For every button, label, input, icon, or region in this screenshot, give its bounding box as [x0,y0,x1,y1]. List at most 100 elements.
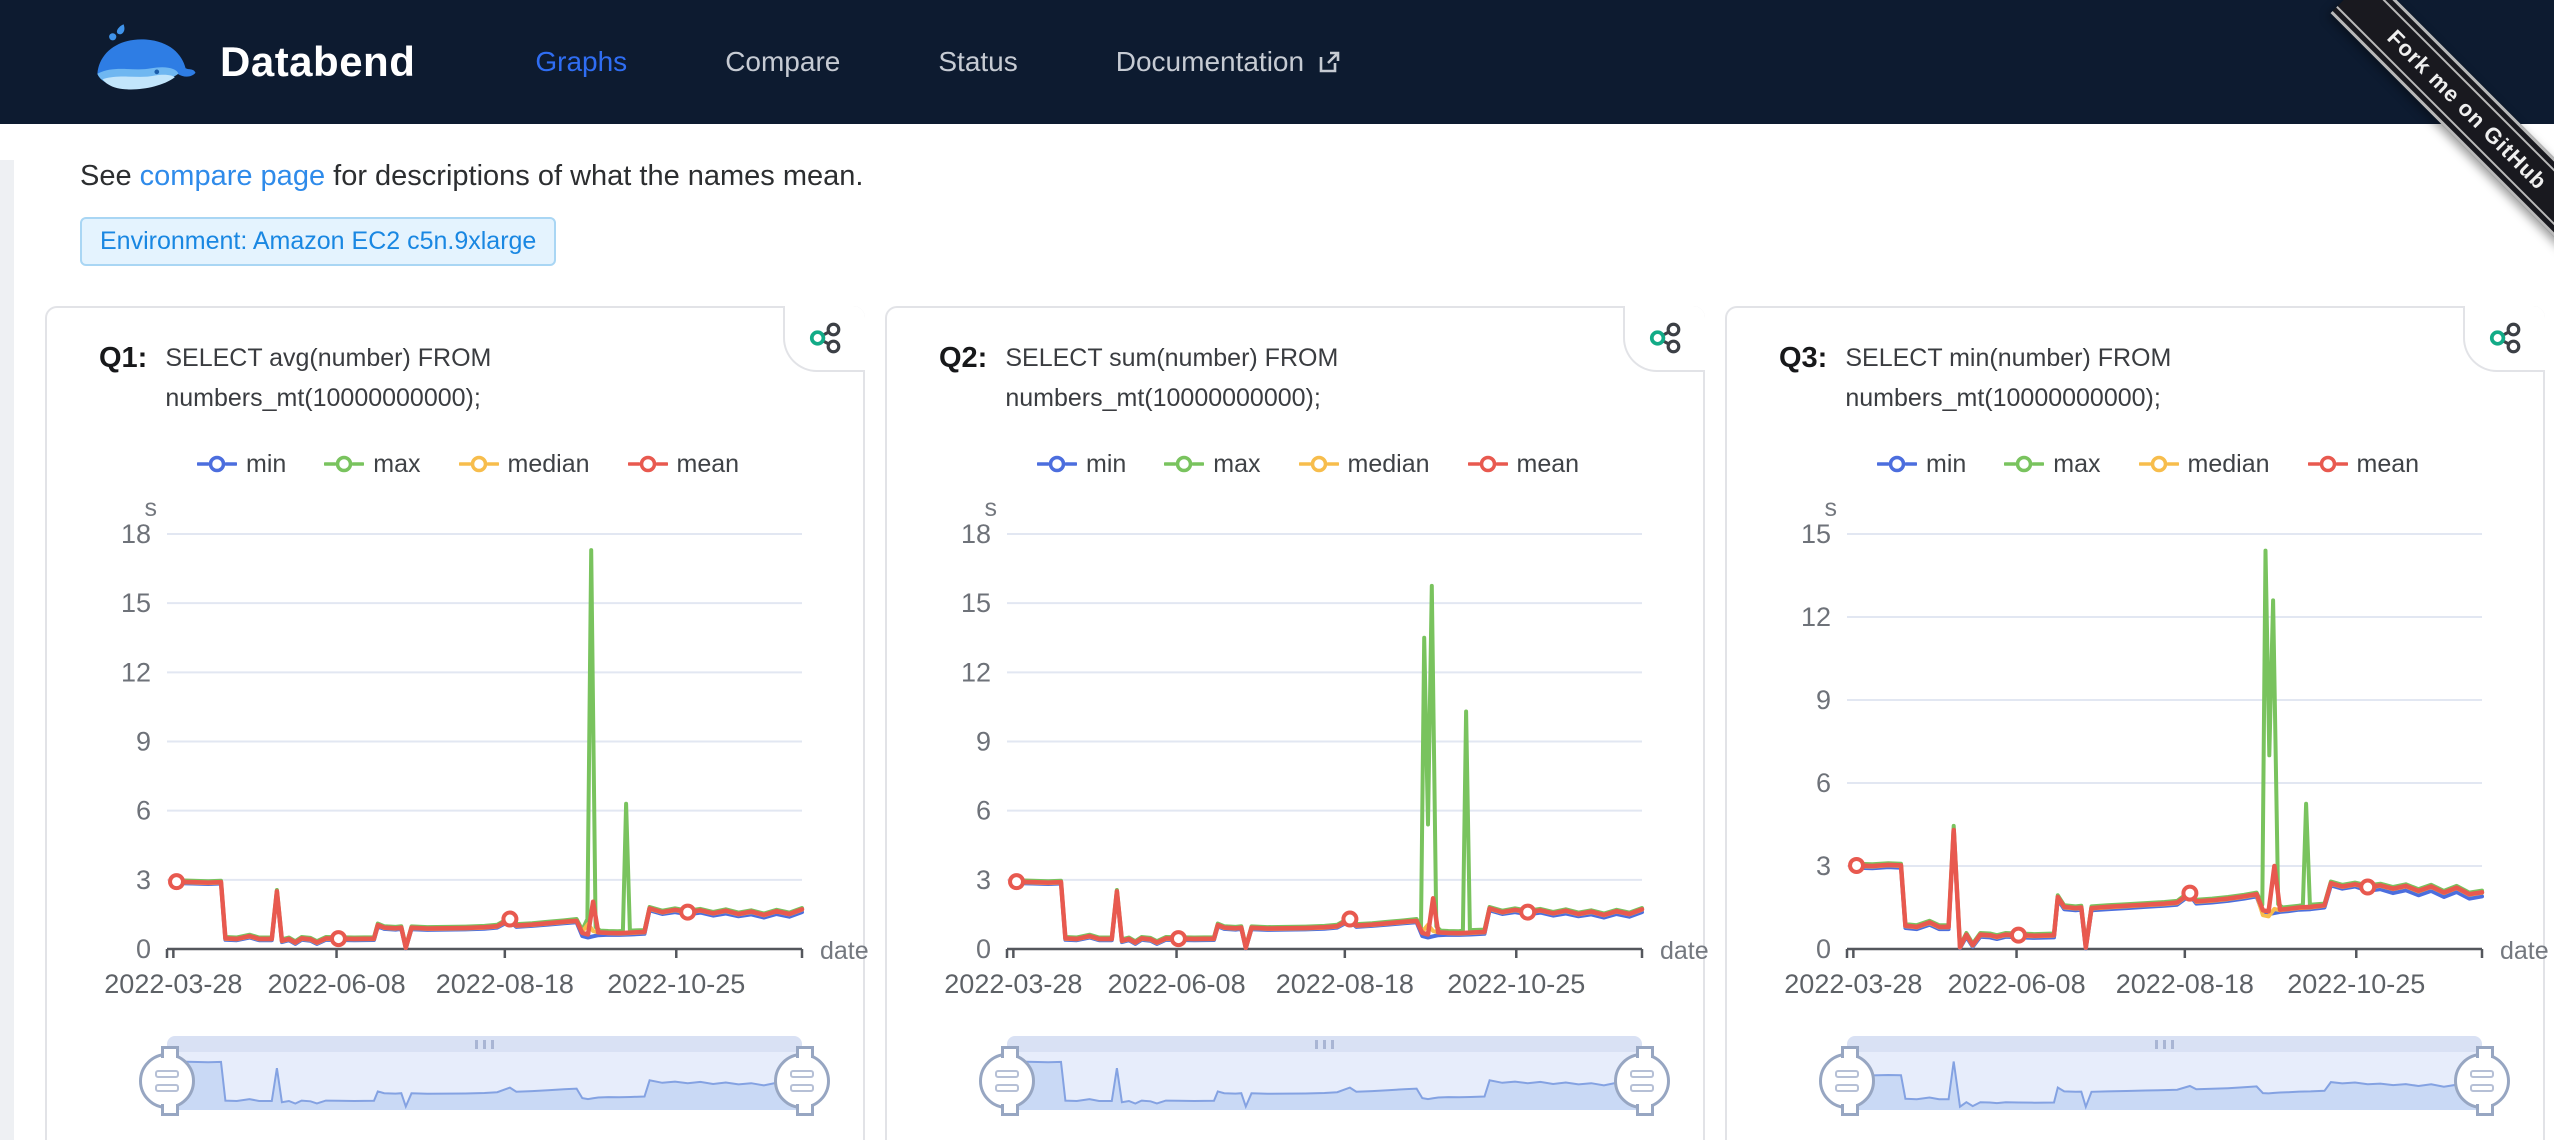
query-id-label: Q3: [1779,342,1828,374]
svg-text:2022-10-25: 2022-10-25 [2287,969,2425,999]
legend-marker-icon [2004,455,2045,473]
legend-label: max [1213,449,1261,478]
brand[interactable]: Databend [92,20,415,104]
datazoom-slider [1819,1036,2510,1116]
datazoom-slider [979,1036,1670,1116]
svg-text:3: 3 [976,865,991,895]
legend-item-mean[interactable]: mean [627,449,740,479]
nav-link-label: Status [938,46,1018,77]
datazoom-move-handle[interactable] [1847,1036,2482,1052]
chart-legend: min max median mean [197,448,863,480]
svg-text:2022-08-18: 2022-08-18 [1276,969,1414,999]
svg-text:9: 9 [136,727,151,757]
svg-text:0: 0 [976,934,991,964]
svg-text:s: s [1825,494,1838,522]
legend-label: min [246,449,287,478]
svg-text:2022-03-28: 2022-03-28 [104,969,242,999]
svg-text:3: 3 [136,865,151,895]
datazoom-track[interactable] [167,1052,802,1110]
datazoom-right-handle[interactable] [774,1046,830,1116]
svg-text:15: 15 [121,588,151,618]
share-button[interactable] [1623,306,1705,372]
svg-text:2022-03-28: 2022-03-28 [1784,969,1922,999]
svg-text:12: 12 [961,657,991,687]
legend-item-median[interactable]: median [1298,449,1430,479]
datazoom-right-handle[interactable] [2454,1046,2510,1116]
datazoom-right-handle[interactable] [1614,1046,1670,1116]
legend-label: median [1347,449,1430,478]
datazoom-data-shadow [1007,1060,1642,1110]
legend-item-min[interactable]: min [1037,450,1126,479]
datazoom-data-shadow [167,1060,802,1110]
environment-badge: Environment: Amazon EC2 c5n.9xlarge [80,217,557,266]
svg-text:0: 0 [1816,934,1831,964]
svg-text:12: 12 [1801,602,1831,632]
legend-marker-icon [2307,455,2348,473]
chart-card: Q2: SELECT sum(number) FROM numbers_mt(1… [885,306,1709,1140]
svg-text:9: 9 [976,727,991,757]
legend-item-mean[interactable]: mean [1467,450,1579,479]
charts-row: Q1: SELECT avg(number) FROM numbers_mt(1… [45,306,2554,1140]
legend-label: median [2187,449,2270,478]
datazoom-move-handle[interactable] [167,1036,802,1052]
svg-text:18: 18 [121,519,151,549]
legend-item-max[interactable]: max [2004,450,2101,479]
legend-label: min [1926,449,1967,478]
share-icon [1649,322,1681,354]
query-header: Q1: SELECT avg(number) FROM numbers_mt(1… [99,338,863,418]
nav-link-status[interactable]: Status [938,46,1017,78]
nav-link-documentation[interactable]: Documentation [1116,46,1342,78]
nav-link-graphs[interactable]: Graphs [535,46,627,78]
svg-text:15: 15 [961,588,991,618]
legend-item-median[interactable]: median [2138,449,2270,479]
legend-label: mean [676,449,740,478]
brand-name: Databend [220,38,416,85]
legend-marker-icon [1164,455,1205,473]
chart-canvas[interactable]: s 0 3 6 9 12 15 18 2022-03-28 2022-06-08 2022-08-1… [907,494,1727,1036]
legend-marker-icon [197,455,237,473]
databend-whale-logo [97,24,196,90]
nav-link-label: Documentation [1115,46,1305,77]
intro-text: See compare page for descriptions of wha… [80,160,2554,193]
query-sql-text: SELECT sum(number) FROM numbers_mt(10000… [1005,344,1339,412]
intro-suffix: for descriptions of what the names mean. [325,160,864,192]
datazoom-move-handle[interactable] [1007,1036,1642,1052]
datazoom-data-shadow [1847,1061,2482,1110]
datazoom-slider [139,1036,830,1116]
legend-label: max [373,449,421,478]
svg-text:6: 6 [136,796,151,826]
datazoom-track[interactable] [1847,1052,2482,1110]
svg-text:9: 9 [1816,685,1831,715]
legend-marker-icon [458,455,499,473]
svg-text:date: date [1660,937,1709,965]
datazoom-left-handle[interactable] [139,1046,195,1116]
legend-marker-icon [627,455,668,473]
share-button[interactable] [2463,306,2545,372]
svg-text:2022-10-25: 2022-10-25 [607,969,745,999]
compare-page-link[interactable]: compare page [139,160,326,192]
query-header: Q3: SELECT min(number) FROM numbers_mt(1… [1779,338,2543,418]
legend-item-min[interactable]: min [197,450,286,479]
legend-label: median [507,449,590,478]
chart-legend: min max median mean [1877,448,2543,480]
external-link-icon [1319,51,1340,73]
legend-marker-icon [1298,455,1339,473]
legend-label: min [1086,449,1127,478]
chart-canvas[interactable]: s 0 3 6 9 12 15 18 2022-03-28 2022-06-08 2022-08-1… [67,494,887,1036]
legend-marker-icon [324,455,365,473]
legend-item-min[interactable]: min [1877,450,1966,479]
legend-item-mean[interactable]: mean [2307,450,2419,479]
query-id-label: Q1: [99,342,148,374]
legend-marker-icon [1877,455,1917,473]
svg-text:6: 6 [1816,768,1831,798]
chart-card: Q1: SELECT avg(number) FROM numbers_mt(1… [45,306,869,1140]
datazoom-left-handle[interactable] [979,1046,1035,1116]
datazoom-left-handle[interactable] [1819,1046,1875,1116]
chart-canvas[interactable]: s 0 3 6 9 12 15 2022-03-28 2022-06-08 2022-08-18 2… [1747,494,2554,1036]
nav-link-compare[interactable]: Compare [725,46,840,78]
datazoom-track[interactable] [1007,1052,1642,1110]
legend-item-max[interactable]: max [324,449,421,479]
share-button[interactable] [783,306,865,372]
legend-item-max[interactable]: max [1164,449,1261,479]
legend-item-median[interactable]: median [458,449,590,479]
